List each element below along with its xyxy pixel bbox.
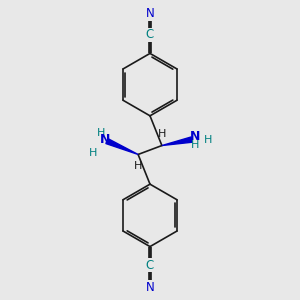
Text: C: C (146, 259, 154, 272)
Text: N: N (190, 130, 200, 142)
Text: C: C (146, 28, 154, 41)
Text: H: H (191, 140, 200, 150)
Text: H: H (134, 161, 142, 171)
Text: H: H (98, 128, 106, 138)
Polygon shape (106, 139, 138, 154)
Text: N: N (146, 280, 154, 293)
Text: N: N (146, 7, 154, 20)
Text: H: H (204, 135, 212, 145)
Text: N: N (100, 133, 111, 146)
Text: H: H (158, 129, 166, 139)
Polygon shape (162, 137, 192, 146)
Text: H: H (89, 148, 98, 158)
